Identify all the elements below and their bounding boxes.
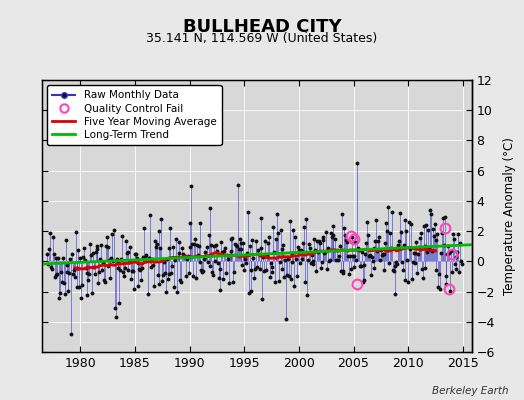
Text: BULLHEAD CITY: BULLHEAD CITY	[183, 18, 341, 36]
Y-axis label: Temperature Anomaly (°C): Temperature Anomaly (°C)	[503, 137, 516, 295]
Text: Berkeley Earth: Berkeley Earth	[432, 386, 508, 396]
Legend: Raw Monthly Data, Quality Control Fail, Five Year Moving Average, Long-Term Tren: Raw Monthly Data, Quality Control Fail, …	[47, 85, 222, 145]
Text: 35.141 N, 114.569 W (United States): 35.141 N, 114.569 W (United States)	[146, 32, 378, 45]
